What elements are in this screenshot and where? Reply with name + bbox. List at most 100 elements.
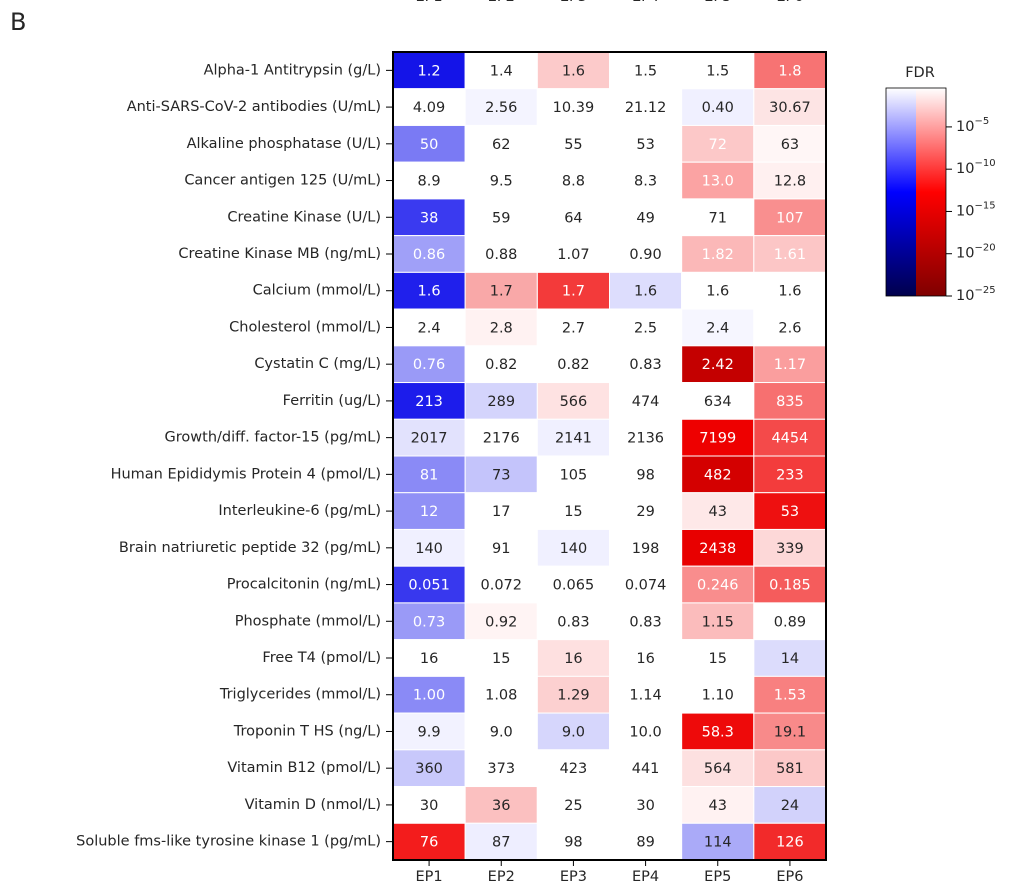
row-label: Soluble fms-like tyrosine kinase 1 (pg/m… xyxy=(76,834,381,850)
cell xyxy=(464,675,538,714)
cell-label: 634 xyxy=(704,394,732,410)
cell xyxy=(392,712,466,751)
row-label: Interleukine-6 (pg/mL) xyxy=(218,503,381,519)
cell-label: 10.0 xyxy=(629,724,661,740)
cell-label: 198 xyxy=(632,541,660,557)
cell-label: 98 xyxy=(564,835,582,851)
cell-label: 0.82 xyxy=(485,357,517,373)
cell-label: 566 xyxy=(560,394,588,410)
cell xyxy=(536,124,610,163)
colorbar-tick-label: 10−15 xyxy=(956,200,996,219)
row-label: Vitamin B12 (pmol/L) xyxy=(227,760,381,776)
colorbar-positive xyxy=(916,88,946,296)
cell xyxy=(609,675,683,714)
cell xyxy=(536,418,610,457)
cell-label: 2.56 xyxy=(485,100,517,116)
cell-label: 17 xyxy=(492,504,510,520)
cell xyxy=(392,455,466,494)
cell-label: 0.065 xyxy=(553,578,595,594)
column-label: EP1 xyxy=(416,869,443,885)
colorbar-tick-label: 10−10 xyxy=(956,158,996,177)
cell-label: 1.4 xyxy=(490,63,513,79)
cell xyxy=(681,418,755,457)
cell xyxy=(536,455,610,494)
cell-label: 441 xyxy=(632,761,660,777)
cell-label: 2136 xyxy=(627,431,664,447)
cell-label: 2.4 xyxy=(418,320,441,336)
cell-label: 16 xyxy=(636,651,654,667)
cell xyxy=(536,639,610,677)
cell-label: 15 xyxy=(492,651,510,667)
cell-label: 0.83 xyxy=(557,614,589,630)
cell-label: 30 xyxy=(420,798,438,814)
cell-label: 12 xyxy=(420,504,438,520)
cell-label: 0.89 xyxy=(774,614,806,630)
cell-label: 1.6 xyxy=(778,284,801,300)
row-label: Alpha-1 Antitrypsin (g/L) xyxy=(204,62,381,78)
panel-label: B xyxy=(10,8,26,36)
cell xyxy=(392,492,466,530)
cell-label: 1.08 xyxy=(485,688,517,704)
cell-label: 98 xyxy=(636,467,654,483)
cell-label: 0.92 xyxy=(485,614,517,630)
row-label: Cystatin C (mg/L) xyxy=(254,356,381,372)
cell xyxy=(464,492,538,530)
cell-label: 50 xyxy=(420,137,438,153)
cell-label: 62 xyxy=(492,137,510,153)
cell-label: 55 xyxy=(564,137,582,153)
cell-label: 9.0 xyxy=(562,724,585,740)
tick-base: 10 xyxy=(956,288,974,304)
cell-label: 2.7 xyxy=(562,320,585,336)
cell xyxy=(392,88,466,126)
row-label: Alkaline phosphatase (U/L) xyxy=(187,136,381,152)
cell-label: 1.00 xyxy=(413,688,445,704)
cell-label: 0.83 xyxy=(629,357,661,373)
cell-label: 12.8 xyxy=(774,174,806,190)
cell-label: 1.5 xyxy=(706,63,729,79)
cell-label: 213 xyxy=(415,394,443,410)
colorbar-tick-label: 10−5 xyxy=(956,116,989,135)
cell xyxy=(681,639,755,677)
cell xyxy=(464,455,538,494)
cell-label: 2.6 xyxy=(778,320,801,336)
cell-label: 9.5 xyxy=(490,174,513,190)
cell xyxy=(464,345,538,384)
cell xyxy=(536,492,610,530)
cell-label: 91 xyxy=(492,541,510,557)
tick-exponent: −5 xyxy=(974,116,989,127)
cell xyxy=(681,235,755,273)
cell xyxy=(536,235,610,273)
cell-label: 53 xyxy=(781,504,799,520)
cell-label: 15 xyxy=(564,504,582,520)
column-label: EP3 xyxy=(560,869,587,885)
cell-label: 64 xyxy=(564,210,582,226)
cell xyxy=(609,124,683,163)
cell xyxy=(536,602,610,641)
cell xyxy=(609,749,683,788)
cell-label: 474 xyxy=(632,394,660,410)
cell-label: 0.86 xyxy=(413,247,445,263)
cell-label: 89 xyxy=(636,835,654,851)
cell xyxy=(392,308,466,347)
column-label-top: EP6 xyxy=(776,0,803,5)
cell-label: 72 xyxy=(709,137,727,153)
cell xyxy=(536,198,610,237)
row-label: Ferritin (ug/L) xyxy=(283,393,381,409)
column-label-top: EP4 xyxy=(632,0,659,5)
cell-label: 30.67 xyxy=(769,100,811,116)
cell xyxy=(753,51,827,90)
cell-label: 8.8 xyxy=(562,174,585,190)
cell-label: 114 xyxy=(704,835,732,851)
cell-label: 1.07 xyxy=(557,247,589,263)
cell-label: 0.051 xyxy=(408,578,450,594)
cell-label: 0.246 xyxy=(697,578,739,594)
cell-label: 2176 xyxy=(483,431,520,447)
row-label: Calcium (mmol/L) xyxy=(253,283,381,299)
row-label: Triglycerides (mmol/L) xyxy=(219,687,381,703)
cell xyxy=(464,639,538,677)
cell xyxy=(609,528,683,567)
cell-label: 13.0 xyxy=(702,174,734,190)
cell-label: 76 xyxy=(420,835,438,851)
cell xyxy=(392,639,466,677)
